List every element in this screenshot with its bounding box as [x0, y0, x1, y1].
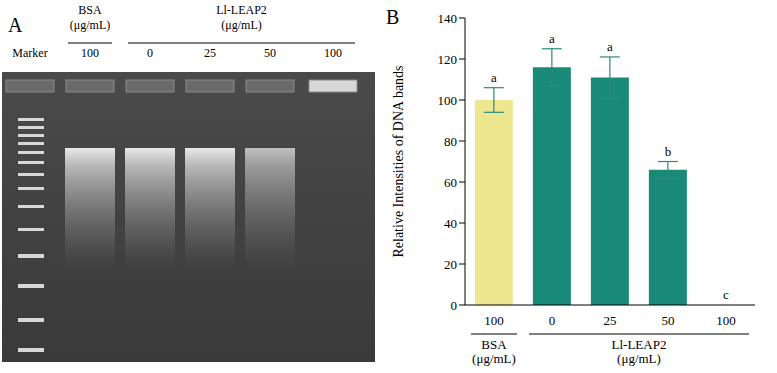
svg-text:Relative Intensities of DNA ba: Relative Intensities of DNA bands [391, 65, 406, 257]
svg-text:100: 100 [484, 313, 504, 328]
svg-text:80: 80 [444, 134, 457, 149]
svg-text:50: 50 [264, 46, 276, 60]
svg-text:50: 50 [662, 313, 675, 328]
svg-text:0: 0 [147, 46, 153, 60]
svg-text:c: c [723, 287, 729, 302]
svg-text:40: 40 [444, 216, 457, 231]
svg-text:Ll-LEAP2: Ll-LEAP2 [216, 3, 267, 17]
svg-text:b: b [665, 144, 672, 159]
svg-text:100: 100 [81, 46, 99, 60]
svg-text:0: 0 [451, 298, 458, 313]
svg-text:BSA: BSA [481, 337, 507, 352]
svg-text:25: 25 [204, 46, 216, 60]
svg-text:a: a [607, 39, 613, 54]
svg-text:Marker: Marker [12, 46, 47, 60]
svg-text:100: 100 [716, 313, 736, 328]
svg-text:25: 25 [604, 313, 617, 328]
svg-text:100: 100 [438, 93, 458, 108]
svg-text:a: a [549, 31, 555, 46]
svg-text:B: B [386, 6, 399, 28]
svg-text:A: A [8, 14, 23, 36]
svg-text:BSA: BSA [78, 3, 102, 17]
svg-text:a: a [491, 70, 497, 85]
svg-text:20: 20 [444, 257, 457, 272]
svg-text:(μg/mL): (μg/mL) [70, 18, 110, 32]
svg-text:120: 120 [438, 52, 458, 67]
svg-text:(μg/mL): (μg/mL) [472, 351, 516, 366]
svg-text:Ll-LEAP2: Ll-LEAP2 [612, 337, 667, 352]
svg-text:0: 0 [549, 313, 556, 328]
svg-text:60: 60 [444, 175, 457, 190]
svg-text:(μg/mL): (μg/mL) [221, 18, 261, 32]
svg-text:100: 100 [324, 46, 342, 60]
svg-text:(μg/mL): (μg/mL) [617, 351, 661, 366]
svg-text:140: 140 [438, 11, 458, 26]
